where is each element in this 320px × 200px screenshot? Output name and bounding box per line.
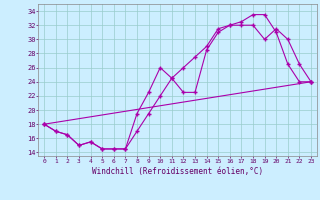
X-axis label: Windchill (Refroidissement éolien,°C): Windchill (Refroidissement éolien,°C)	[92, 167, 263, 176]
